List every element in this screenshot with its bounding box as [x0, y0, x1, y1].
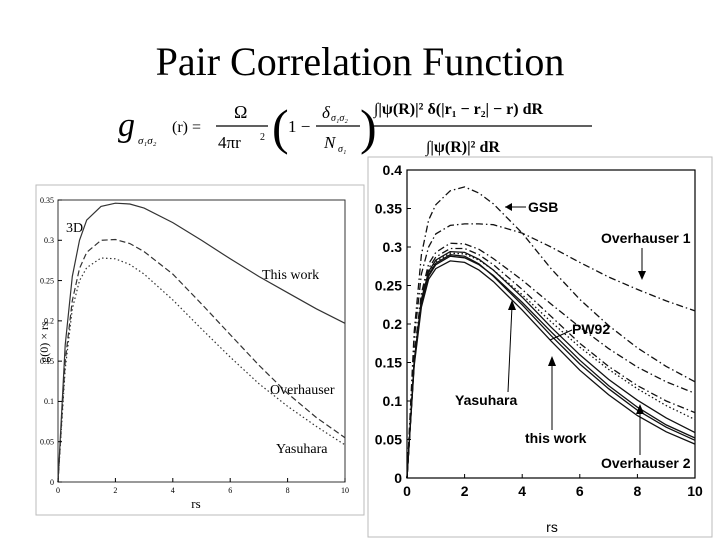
x-tick-label: 0	[403, 483, 411, 499]
right-label-overhauser-2: Overhauser 2	[601, 455, 691, 471]
formula-n-symbol: N	[323, 133, 337, 152]
series-line-overhauser-2	[406, 260, 696, 479]
formula-lhs-arg: (r) =	[172, 119, 201, 136]
series-line-overhauser	[57, 238, 346, 483]
formula-one-minus: 1 −	[288, 117, 310, 136]
right-label-pw92: PW92	[572, 321, 610, 337]
y-tick-label: 0.05	[375, 431, 402, 447]
series-line-gsb	[406, 186, 696, 479]
y-tick-label: 0.4	[383, 162, 403, 178]
slide-title: Pair Correlation Function	[155, 39, 565, 84]
chart-left: 0 2 4 6 8 10 0 0.05 0.1 0.15 0.2 0.25 0.3 0.35 3D Thi…	[35, 184, 365, 516]
series-line-this-work	[406, 255, 696, 479]
y-tick-label: 0	[394, 470, 402, 486]
right-label-gsb: GSB	[528, 199, 558, 215]
y-tick-label: 0.3	[383, 239, 403, 255]
left-xlabel: rs	[191, 496, 200, 511]
series-line-unlabeled-8	[406, 252, 696, 479]
y-tick-label: 0.25	[375, 277, 402, 293]
y-tick-label: 0.35	[40, 196, 54, 205]
right-label-this-work: this work	[525, 430, 587, 446]
x-tick-label: 10	[341, 486, 349, 495]
series-line-unlabeled-4	[406, 250, 696, 479]
x-tick-label: 10	[687, 483, 703, 499]
x-tick-label: 8	[634, 483, 642, 499]
svg-text:(: (	[272, 99, 289, 155]
series-line-yasuhara	[57, 257, 346, 483]
left-label-yasuhara: Yasuhara	[276, 442, 328, 457]
y-tick-label: 0.15	[375, 354, 402, 370]
y-tick-label: 0.3	[44, 236, 54, 245]
formula-denominator-integral: ∫|ψ(R)|² dR	[425, 139, 500, 157]
y-tick-label: 0.35	[375, 200, 402, 216]
formula-omega: Ω	[234, 102, 247, 122]
y-tick-label: 0.2	[44, 317, 54, 326]
chart-right: 0 2 4 6 8 10 0 0.05 0.1 0.15 0.2 0.25 0.3 0.35 0.4 GSB…	[367, 156, 713, 538]
left-panel-label: 3D	[66, 221, 83, 236]
formula-numerator-integral: ∫|ψ(R)|² δ(|r₁ − r₂| − r) dR	[373, 101, 543, 119]
left-label-overhauser: Overhauser	[270, 383, 335, 398]
formula-lhs-subscript: σ₁σ₂	[138, 135, 157, 147]
formula-n-subscript: σ₁	[338, 144, 346, 155]
left-plot-frame	[57, 199, 346, 483]
x-tick-label: 0	[56, 486, 60, 495]
formula-delta-subscript: σ₁σ₂	[331, 113, 348, 124]
left-ylabel: g(0) × rs	[37, 321, 51, 363]
right-labels: GSB Overhauser 1 PW92 Yasuhara this work…	[455, 199, 691, 471]
x-tick-label: 2	[113, 486, 117, 495]
series-line-overhauser-1	[406, 223, 696, 479]
y-tick-label: 0.25	[40, 276, 54, 285]
svg-text:2: 2	[260, 132, 265, 143]
right-xlabel: rs	[546, 519, 558, 535]
pair-correlation-formula: g σ₁σ₂ (r) = Ω 4πr 2 ( 1 − δ σ₁σ₂ N σ₁ )…	[118, 99, 592, 157]
x-tick-label: 8	[286, 486, 290, 495]
left-ticks: 0 2 4 6 8 10 0 0.05 0.1 0.15 0.2 0.25 0.3 0.35	[40, 196, 349, 495]
y-tick-label: 0	[50, 478, 54, 487]
y-tick-label: 0.1	[44, 397, 54, 406]
series-line-this-work	[57, 202, 346, 483]
x-tick-label: 6	[576, 483, 584, 499]
y-tick-label: 0.2	[383, 316, 403, 332]
svg-text:): )	[360, 99, 377, 155]
y-tick-label: 0.05	[40, 438, 54, 447]
x-tick-label: 4	[171, 486, 175, 495]
right-ticks: 0 2 4 6 8 10 0 0.05 0.1 0.15 0.2 0.25 0.3 0.35 0.4	[375, 162, 703, 499]
formula-lhs-symbol: g	[118, 107, 135, 144]
left-series	[57, 202, 346, 483]
formula-delta: δ	[322, 103, 331, 122]
x-tick-label: 2	[461, 483, 469, 499]
right-series	[406, 186, 696, 479]
x-tick-label: 4	[518, 483, 526, 499]
left-label-this-work: This work	[262, 268, 319, 283]
x-tick-label: 6	[228, 486, 232, 495]
y-tick-label: 0.15	[40, 357, 54, 366]
right-label-yasuhara: Yasuhara	[455, 392, 517, 408]
right-label-overhauser-1: Overhauser 1	[601, 230, 691, 246]
formula-denominator: 4πr	[218, 133, 241, 152]
y-tick-label: 0.1	[383, 393, 403, 409]
series-line-unlabeled-3	[406, 247, 696, 479]
